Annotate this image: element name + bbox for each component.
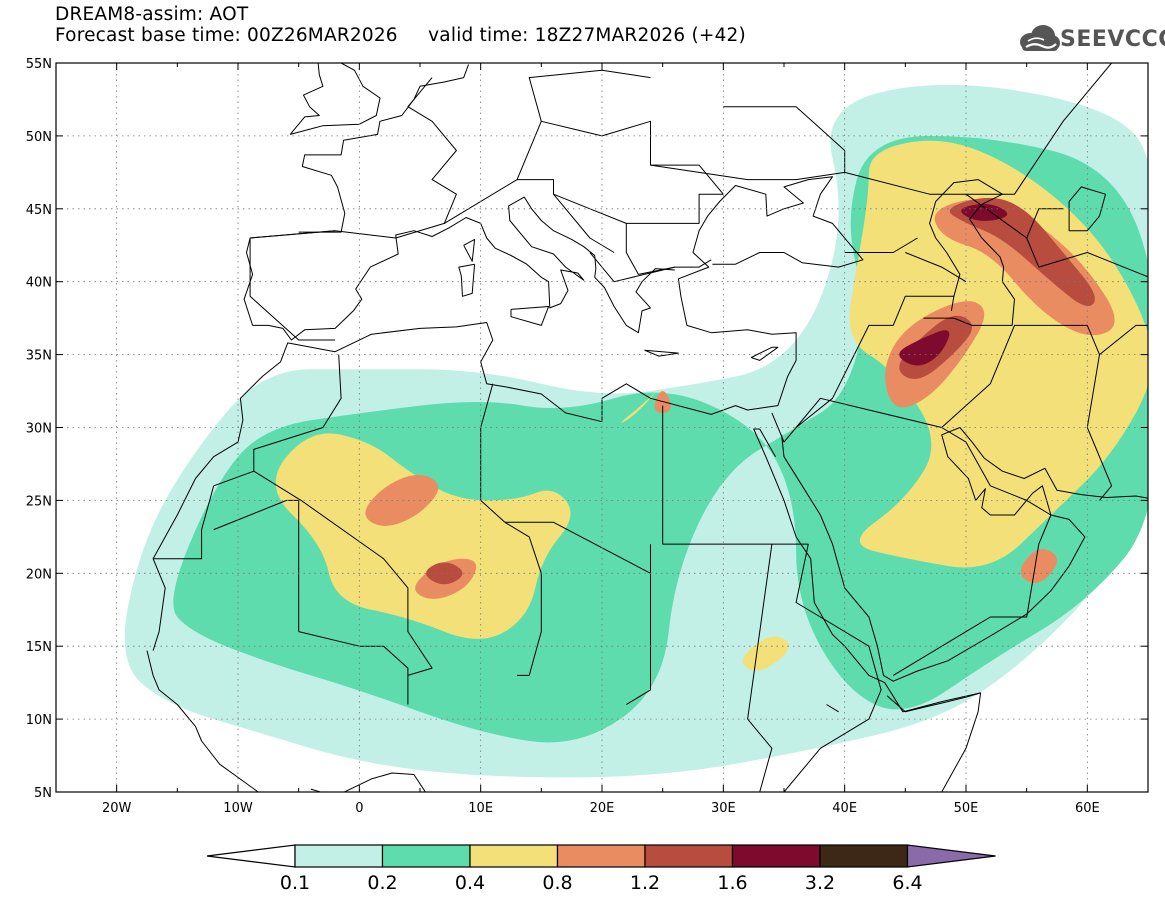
lon-label: 0 bbox=[355, 801, 363, 816]
coastline-2 bbox=[781, 427, 1148, 682]
dust-region-16 bbox=[961, 203, 1008, 221]
coastline-9 bbox=[463, 238, 476, 262]
map-title: DREAM8-assim: AOT bbox=[55, 4, 249, 25]
dust-region-4 bbox=[621, 377, 668, 423]
boundary-line-7 bbox=[662, 405, 809, 545]
boundary-line-6 bbox=[504, 521, 542, 676]
coastline-4 bbox=[298, 64, 469, 233]
colorbar-tick-label: 6.4 bbox=[892, 872, 922, 894]
dust-field bbox=[124, 84, 1148, 778]
colorbar-tick-label: 3.2 bbox=[805, 872, 835, 894]
dust-region-13 bbox=[949, 197, 1095, 307]
lat-label: 25N bbox=[26, 494, 52, 509]
boundary-line-10 bbox=[747, 544, 773, 792]
dust-region-5 bbox=[742, 636, 789, 671]
coastline-15 bbox=[310, 772, 426, 792]
colorbar-over-arrow bbox=[906, 844, 996, 868]
boundary-line-2 bbox=[253, 470, 433, 676]
colorbar-segment-1 bbox=[381, 844, 471, 868]
cloud-icon bbox=[1020, 25, 1060, 51]
lon-label: 10E bbox=[468, 801, 493, 816]
coastline-14 bbox=[146, 650, 260, 792]
lat-lon-grid bbox=[56, 63, 1148, 792]
boundary-line-16 bbox=[844, 237, 918, 253]
boundary-line-24 bbox=[553, 193, 615, 253]
boundary-line-15 bbox=[905, 252, 967, 283]
colorbar-segment-6 bbox=[819, 844, 909, 868]
lat-label: 5N bbox=[34, 786, 52, 801]
dust-region-6 bbox=[365, 474, 439, 526]
colorbar-tick-label: 0.4 bbox=[455, 872, 485, 894]
logo-text: SEEVCCC bbox=[1060, 27, 1165, 52]
lat-label: 30N bbox=[26, 422, 52, 437]
coastline-6 bbox=[289, 63, 324, 135]
lon-label: 60E bbox=[1075, 801, 1100, 816]
boundary-line-21 bbox=[528, 69, 651, 122]
coastlines bbox=[146, 63, 1148, 792]
boundary-line-25 bbox=[625, 223, 675, 275]
dust-region-3 bbox=[849, 140, 1148, 568]
boundary-line-27 bbox=[965, 193, 1148, 278]
lat-label: 20N bbox=[26, 567, 52, 582]
dust-region-2 bbox=[275, 433, 571, 639]
colorbar-segment-4 bbox=[644, 844, 734, 868]
coastline-17 bbox=[826, 704, 839, 713]
boundary-line-28 bbox=[1026, 208, 1064, 239]
lat-label: 40N bbox=[26, 276, 52, 291]
dust-region-15 bbox=[899, 330, 950, 366]
lat-label: 55N bbox=[26, 57, 52, 72]
lon-label: 50E bbox=[954, 801, 979, 816]
dust-region-9 bbox=[934, 199, 1115, 336]
boundary-line-14 bbox=[1099, 324, 1148, 355]
coastline-10 bbox=[644, 349, 679, 357]
colorbar-under-arrow bbox=[206, 844, 296, 868]
lat-label: 35N bbox=[26, 349, 52, 364]
boundary-line-3 bbox=[298, 631, 409, 705]
colorbar-segment-3 bbox=[556, 844, 646, 868]
forecast-times: Forecast base time: 00Z26MAR2026 valid t… bbox=[55, 25, 746, 46]
colorbar-tick-label: 1.6 bbox=[717, 872, 747, 894]
coastline-7 bbox=[458, 263, 476, 297]
coastline-12 bbox=[923, 179, 1015, 326]
latitude-labels: 5N 10N 15N 20N 25N 30N 35N 40N 45N 50N 55N bbox=[26, 57, 1148, 801]
coastline-8 bbox=[510, 306, 550, 326]
colorbar-tick-label: 0.1 bbox=[280, 872, 310, 894]
colorbar-tick-label: 1.2 bbox=[630, 872, 660, 894]
colorbar-segment-2 bbox=[469, 844, 559, 868]
lat-label: 45N bbox=[26, 203, 52, 218]
lon-label: 20E bbox=[590, 801, 615, 816]
coastline-0 bbox=[152, 176, 864, 651]
lat-label: 50N bbox=[26, 130, 52, 145]
dust-region-14 bbox=[426, 562, 463, 585]
dust-region-10 bbox=[1020, 548, 1057, 584]
boundary-line-13 bbox=[941, 324, 1113, 501]
lon-label: 10W bbox=[223, 801, 253, 816]
boundary-line-26 bbox=[844, 63, 1112, 195]
colorbar-segment-0 bbox=[294, 844, 384, 868]
colorbar-tick-label: 0.8 bbox=[542, 872, 572, 894]
colorbar-tick-label: 0.2 bbox=[367, 872, 397, 894]
boundary-line-9 bbox=[783, 543, 882, 792]
lon-label: 20W bbox=[102, 801, 132, 816]
boundary-line-22 bbox=[650, 106, 846, 181]
boundary-line-5 bbox=[480, 383, 506, 523]
coastline-5 bbox=[290, 63, 381, 135]
lon-label: 40E bbox=[832, 801, 857, 816]
coastline-13 bbox=[1068, 186, 1106, 232]
colorbar: 0.1 0.2 0.4 0.8 1.2 1.6 3.2 6.4 bbox=[206, 844, 996, 894]
coastline-16 bbox=[886, 692, 981, 713]
coastline-3 bbox=[243, 196, 675, 341]
longitude-labels: 20W 10W 0 10E 20E 30E 40E 50E 60E bbox=[102, 63, 1100, 816]
coastline-11 bbox=[750, 346, 779, 361]
lat-label: 15N bbox=[26, 640, 52, 655]
lon-label: 30E bbox=[711, 801, 736, 816]
colorbar-segment-5 bbox=[731, 844, 821, 868]
lat-label: 10N bbox=[26, 713, 52, 728]
boundary-line-11 bbox=[771, 295, 954, 443]
